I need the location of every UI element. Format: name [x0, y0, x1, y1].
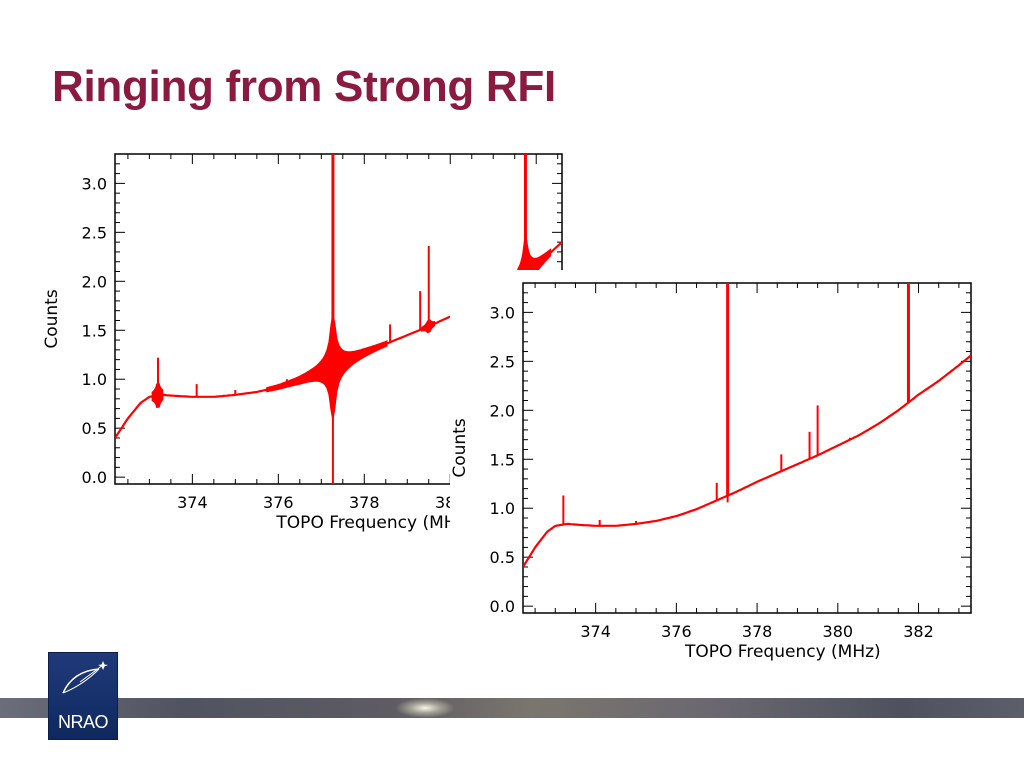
ringing-y-tick-label: 0.5: [82, 419, 107, 438]
clean-series-0: [523, 283, 971, 568]
ringing-y-tick-label: 3.0: [82, 174, 107, 193]
ringing-x-tick-label: 374: [177, 493, 208, 512]
ringing-y-axis-label: Counts: [42, 289, 62, 348]
clean-y-tick-label: 2.5: [490, 352, 515, 371]
slide-title: Ringing from Strong RFI: [52, 62, 556, 111]
ringing-x-tick-label: 378: [349, 493, 380, 512]
clean-y-tick-label: 1.5: [490, 450, 515, 469]
footer-star-glow: [395, 698, 455, 718]
clean-y-tick-label: 3.0: [490, 303, 515, 322]
ringing-x-tick-label: 376: [263, 493, 294, 512]
clean-baseline-trace: [523, 354, 971, 568]
ringing-y-tick-label: 0.0: [82, 468, 107, 487]
clean-y-tick-label: 2.0: [490, 401, 515, 420]
nrao-logo-text: NRAO: [57, 712, 109, 732]
clean-y-tick-label: 1.0: [490, 499, 515, 518]
ringing-y-tick-label: 1.5: [82, 321, 107, 340]
clean-x-tick-label: 382: [903, 622, 934, 641]
ringing-x-axis-label: TOPO Frequency (MHz): [275, 513, 472, 533]
clean-x-tick-label: 380: [823, 622, 854, 641]
nrao-logo: NRAO: [48, 652, 118, 740]
ringing-y-tick-label: 1.0: [82, 370, 107, 389]
footer-sky-band: [0, 698, 1024, 718]
clean-y-tick-label: 0.5: [490, 548, 515, 567]
ringing-y-tick-label: 2.5: [82, 223, 107, 242]
spectrum-plot-clean-svg: 374 376 378 380 382 0.0 0.5 1.0 1.5 2.0 2.5 3.0 TOPO…: [450, 282, 972, 662]
clean-x-tick-label: 376: [661, 622, 692, 641]
clean-y-axis-label: Counts: [450, 418, 470, 477]
clean-x-axis-label: TOPO Frequency (MHz): [684, 642, 881, 662]
clean-x-tick-label: 374: [580, 622, 611, 641]
clean-plot-frame: [522, 282, 972, 614]
spectrum-plot-clean: 374 376 378 380 382 0.0 0.5 1.0 1.5 2.0 2.5 3.0 TOPO…: [450, 270, 986, 682]
ringing-y-tick-label: 2.0: [82, 272, 107, 291]
radio-dish-icon: [62, 661, 108, 694]
clean-y-tick-label: 0.0: [490, 597, 515, 616]
clean-tick-marks: [523, 282, 971, 613]
clean-x-tick-label: 378: [742, 622, 773, 641]
ringing-ringing-envelope: [266, 312, 388, 421]
